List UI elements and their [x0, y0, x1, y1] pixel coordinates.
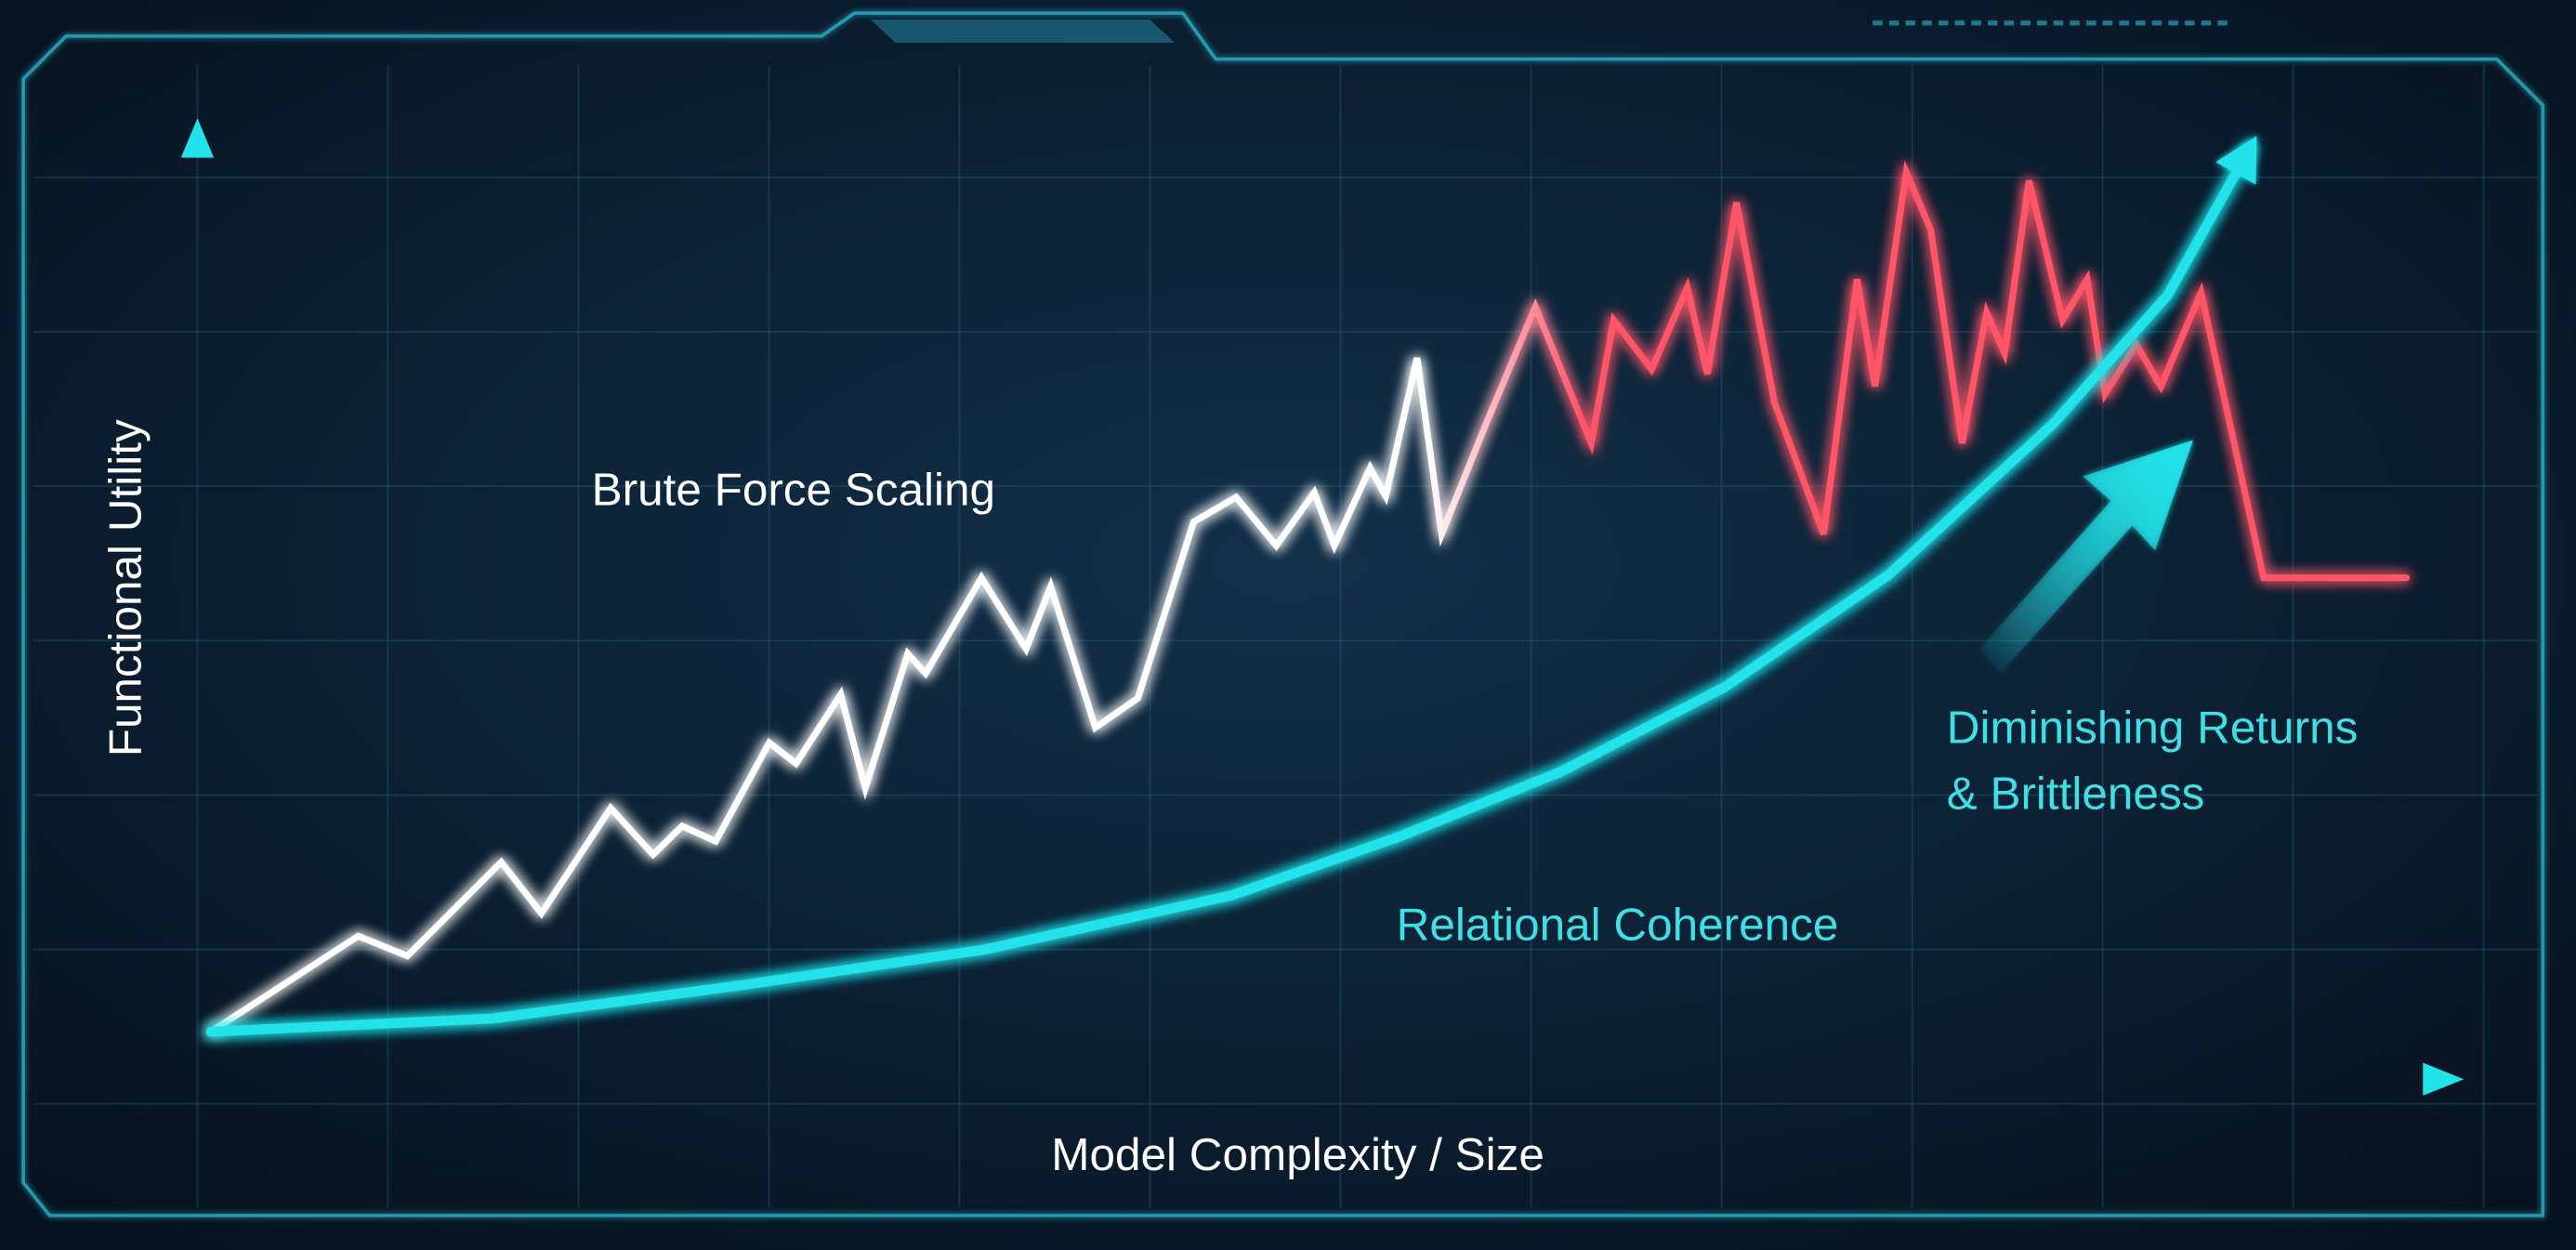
annotation: Diminishing Returns — [1947, 703, 2359, 754]
trend-arrow — [1979, 440, 2193, 674]
x-axis-label: Model Complexity / Size — [1051, 1129, 1544, 1180]
line-arrowhead — [2215, 136, 2257, 185]
series-label: Relational Coherence — [1397, 900, 1839, 951]
series-label: Brute Force Scaling — [592, 464, 995, 515]
x-axis-arrow — [2423, 1062, 2464, 1096]
y-axis-arrow — [180, 118, 215, 158]
frame-tab — [871, 20, 1176, 43]
frame — [21, 11, 2545, 1217]
data-line — [207, 160, 2411, 1035]
plot — [180, 118, 2464, 1096]
annotation: & Brittleness — [1947, 768, 2205, 819]
data-line — [205, 142, 2255, 1037]
y-axis-label: Functional Utility — [99, 419, 151, 757]
